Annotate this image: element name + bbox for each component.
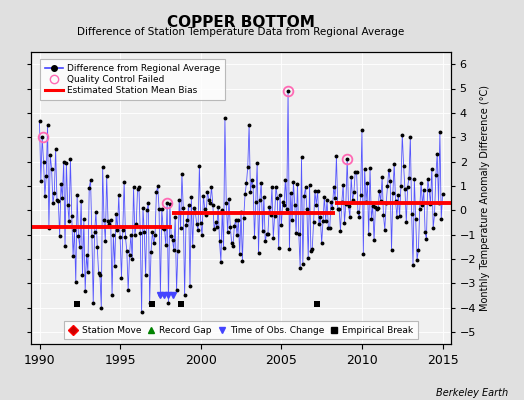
- Text: Berkeley Earth: Berkeley Earth: [436, 388, 508, 398]
- Legend: Station Move, Record Gap, Time of Obs. Change, Empirical Break: Station Move, Record Gap, Time of Obs. C…: [64, 322, 418, 340]
- Title: COPPER BOTTOM: COPPER BOTTOM: [167, 15, 315, 30]
- Y-axis label: Monthly Temperature Anomaly Difference (°C): Monthly Temperature Anomaly Difference (…: [481, 85, 490, 311]
- Text: Difference of Station Temperature Data from Regional Average: Difference of Station Temperature Data f…: [78, 27, 405, 37]
